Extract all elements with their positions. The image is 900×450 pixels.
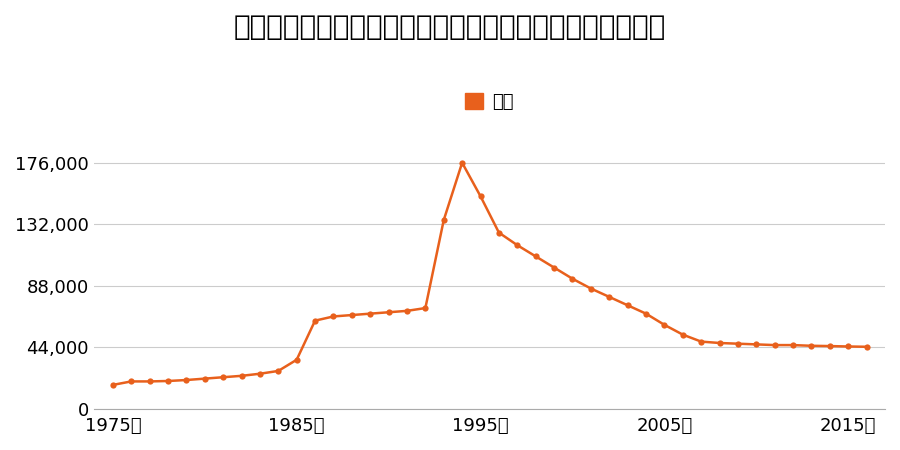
- Legend: 価格: 価格: [458, 86, 521, 118]
- Text: 千葉県成田市並木町字沢山２５番５８ほか１筆の地価推移: 千葉県成田市並木町字沢山２５番５８ほか１筆の地価推移: [234, 14, 666, 41]
